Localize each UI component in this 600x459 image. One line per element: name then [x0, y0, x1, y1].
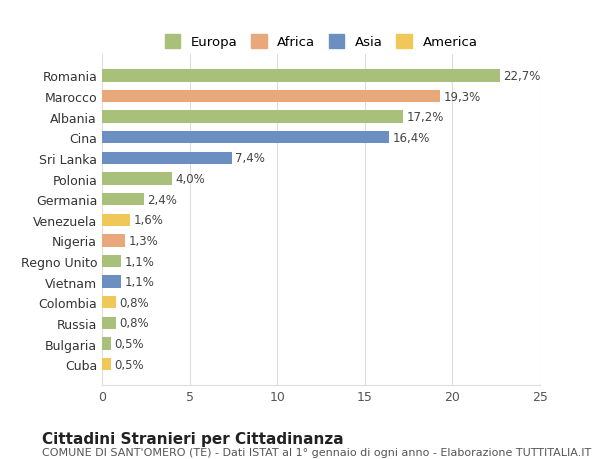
Text: 0,8%: 0,8% [119, 296, 149, 309]
Text: 16,4%: 16,4% [393, 132, 430, 145]
Text: 19,3%: 19,3% [443, 90, 481, 103]
Bar [102, 91, 440, 103]
Bar [102, 111, 403, 123]
Text: 1,6%: 1,6% [134, 214, 163, 227]
Bar [102, 276, 121, 288]
Text: COMUNE DI SANT'OMERO (TE) - Dati ISTAT al 1° gennaio di ogni anno - Elaborazione: COMUNE DI SANT'OMERO (TE) - Dati ISTAT a… [42, 448, 591, 458]
Text: 0,8%: 0,8% [119, 317, 149, 330]
Bar [102, 173, 172, 185]
Bar [102, 338, 111, 350]
Bar [102, 194, 144, 206]
Bar [102, 317, 116, 330]
Legend: Europa, Africa, Asia, America: Europa, Africa, Asia, America [158, 28, 484, 56]
Text: 4,0%: 4,0% [176, 173, 205, 185]
Text: 7,4%: 7,4% [235, 152, 265, 165]
Text: 1,1%: 1,1% [125, 255, 155, 268]
Text: Cittadini Stranieri per Cittadinanza: Cittadini Stranieri per Cittadinanza [42, 431, 344, 447]
Text: 1,1%: 1,1% [125, 275, 155, 289]
Text: 0,5%: 0,5% [114, 337, 144, 350]
Text: 17,2%: 17,2% [407, 111, 444, 124]
Bar [102, 297, 116, 309]
Bar [102, 132, 389, 144]
Bar [102, 358, 111, 370]
Bar [102, 70, 500, 83]
Bar [102, 152, 232, 165]
Bar [102, 235, 125, 247]
Text: 2,4%: 2,4% [148, 193, 178, 206]
Text: 0,5%: 0,5% [114, 358, 144, 371]
Text: 22,7%: 22,7% [503, 70, 541, 83]
Bar [102, 214, 130, 226]
Text: 1,3%: 1,3% [128, 235, 158, 247]
Bar [102, 255, 121, 268]
